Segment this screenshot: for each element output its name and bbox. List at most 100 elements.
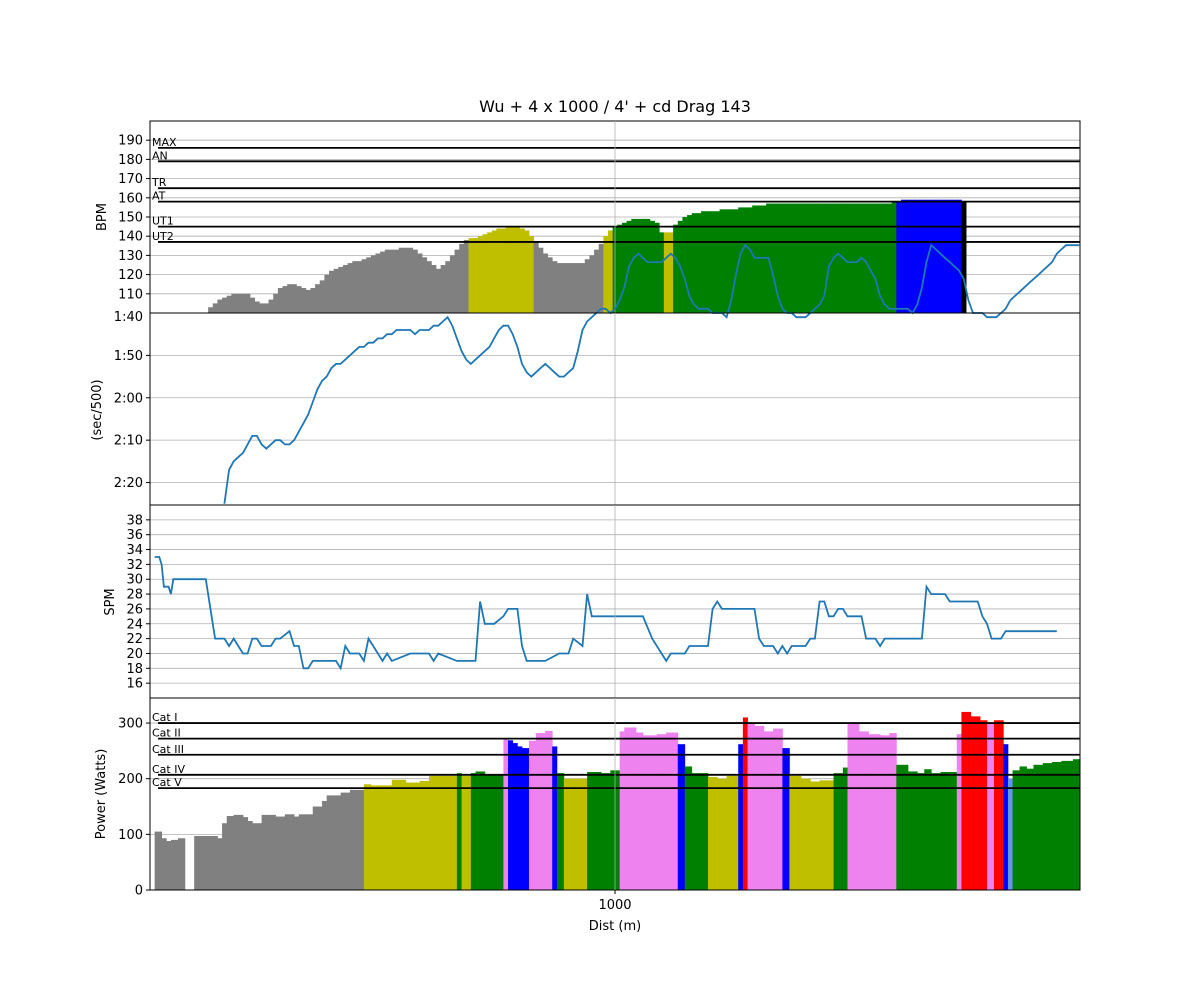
power-bar — [666, 732, 679, 890]
hr-bar — [282, 286, 288, 313]
power-y-tick-label: 100 — [118, 828, 143, 843]
hr-bar — [733, 209, 739, 313]
hr-bar — [366, 257, 372, 313]
power-bar — [747, 723, 755, 890]
hr-bar — [794, 203, 800, 313]
hr-bar — [505, 226, 511, 313]
power-bar — [419, 780, 430, 890]
hr-bar — [654, 222, 660, 313]
power-y-tick-label: 0 — [135, 884, 143, 899]
hr-bar — [747, 207, 753, 313]
hr-bar — [310, 288, 316, 313]
power-bar — [556, 773, 565, 890]
power-bar — [1061, 760, 1074, 890]
hr-bar — [877, 203, 883, 313]
spm-y-tick-label: 30 — [126, 573, 143, 588]
hr-bar — [236, 293, 242, 313]
power-bar — [233, 814, 244, 890]
power-bar — [429, 775, 458, 890]
power-bar — [789, 775, 802, 890]
hr-bar — [803, 203, 809, 313]
hr-bar — [412, 249, 418, 313]
power-bar — [619, 731, 625, 890]
power-bar — [322, 800, 328, 890]
hr-bar — [659, 232, 665, 313]
spm-y-tick-label: 24 — [126, 617, 143, 632]
power-y-tick-label: 200 — [118, 772, 143, 787]
hr-bar — [510, 226, 516, 313]
power-bar — [552, 746, 558, 890]
power-bar — [847, 723, 860, 890]
hr-bar — [342, 265, 349, 313]
x-axis-label: Dist (m) — [589, 919, 641, 934]
power-bar — [601, 773, 611, 890]
hr-y-tick-label: 110 — [118, 287, 143, 302]
hr-bar — [900, 199, 907, 313]
hr-bar — [933, 199, 939, 313]
power-bar — [222, 823, 228, 890]
power-bar — [782, 748, 790, 890]
hr-bar — [691, 213, 697, 313]
power-bar — [917, 773, 925, 890]
hr-bar — [584, 259, 590, 313]
pace-series-line — [223, 243, 1080, 504]
spm-y-tick-label: 16 — [126, 677, 143, 692]
power-bar — [691, 773, 709, 890]
hr-bar — [589, 255, 595, 313]
power-bar — [859, 731, 869, 890]
power-zone-label: Cat III — [152, 743, 184, 756]
power-bar — [177, 838, 186, 890]
pace-y-tick-label: 2:10 — [114, 434, 143, 449]
hr-bar — [277, 288, 283, 313]
hr-zone-label: MAX — [152, 136, 177, 149]
power-zone-label: Cat I — [152, 711, 177, 724]
hr-bar — [854, 203, 860, 313]
power-bar — [252, 823, 262, 890]
hr-bar — [570, 263, 576, 313]
hr-bar — [719, 209, 725, 313]
hr-bar — [673, 224, 679, 313]
power-bar — [528, 740, 537, 890]
hr-bar — [380, 251, 386, 313]
spm-y-tick-label: 18 — [126, 662, 143, 677]
hr-bar — [449, 255, 455, 313]
power-bar — [656, 734, 667, 890]
hr-bar — [603, 236, 609, 313]
spm-y-tick-label: 20 — [126, 647, 143, 662]
pace-y-axis-label: (sec/500) — [90, 379, 105, 440]
power-bar — [880, 735, 890, 890]
hr-bar — [212, 303, 218, 313]
hr-y-tick-label: 150 — [118, 211, 143, 226]
hr-bar — [947, 199, 953, 313]
hr-bar — [710, 211, 716, 313]
hr-bar — [649, 220, 655, 313]
hr-bar — [873, 203, 879, 313]
hr-bar — [863, 203, 869, 313]
hr-bar — [566, 263, 572, 313]
hr-bar — [635, 218, 641, 313]
hr-bar — [268, 299, 274, 313]
hr-bar — [463, 240, 469, 313]
hr-bar — [617, 224, 623, 313]
hr-bar — [849, 203, 855, 313]
power-y-axis-label: Power (Watts) — [94, 749, 109, 840]
hr-bar — [408, 247, 414, 313]
hr-bar — [361, 259, 367, 313]
power-bar — [484, 774, 504, 890]
power-bar — [243, 817, 249, 890]
pace-panel: 1:40 1:50 2:00 2:10 2:20 — [114, 243, 1081, 506]
hr-bar — [826, 203, 832, 313]
power-bar — [717, 778, 727, 890]
power-bar — [247, 820, 253, 890]
hr-bar — [496, 228, 502, 313]
power-bar — [961, 711, 972, 890]
spm-y-tick-label: 22 — [126, 632, 143, 647]
power-bar — [684, 766, 693, 890]
power-bar — [738, 744, 744, 890]
hr-bar — [515, 226, 521, 313]
hr-bar — [305, 289, 311, 313]
hr-bar — [324, 274, 330, 313]
hr-bar — [798, 203, 804, 313]
hr-bar — [845, 203, 851, 313]
power-bar — [940, 772, 958, 890]
